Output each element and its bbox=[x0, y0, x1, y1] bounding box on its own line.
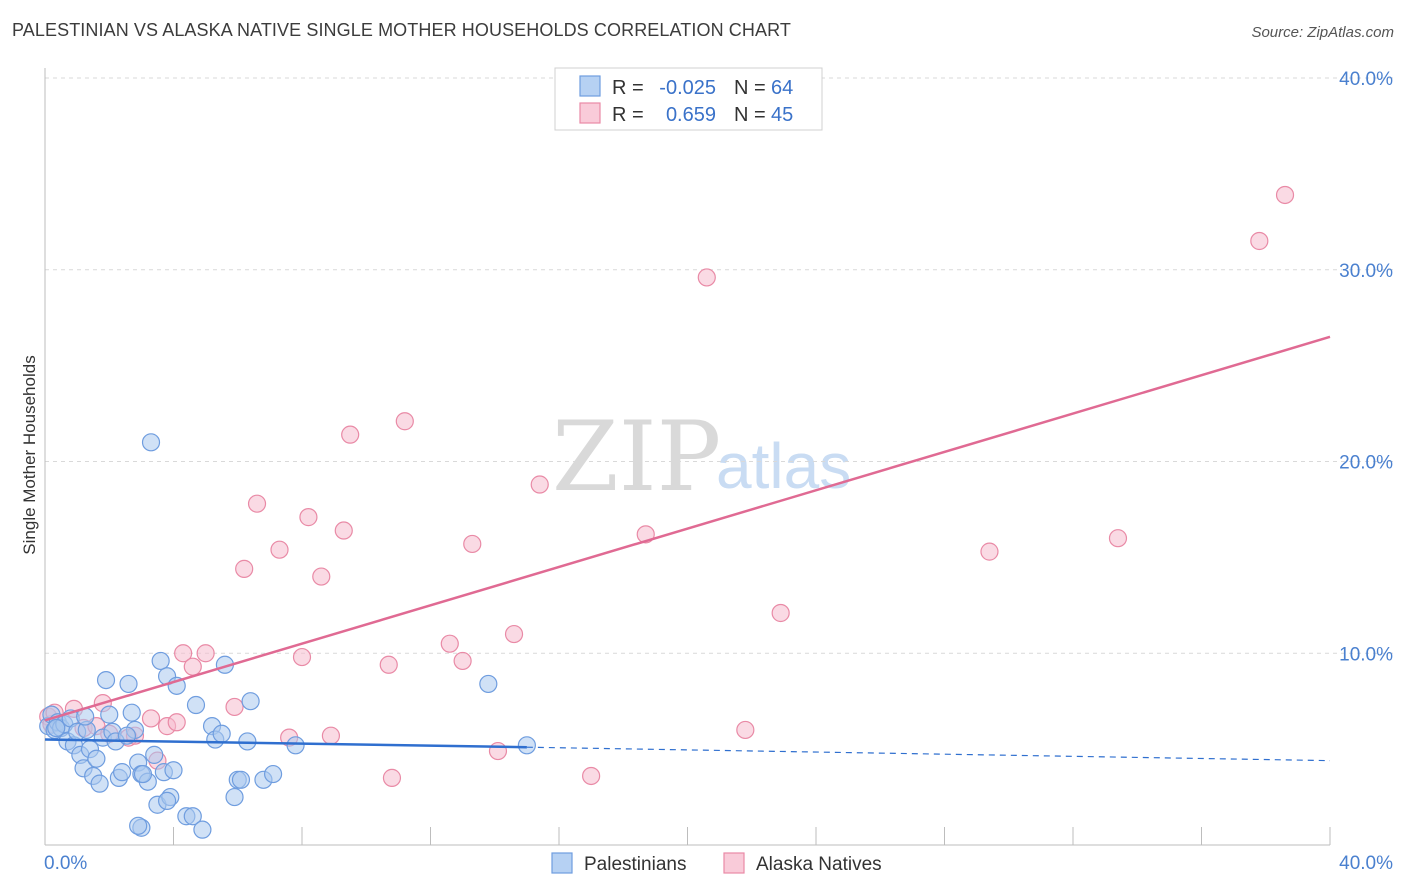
alaska-natives-point bbox=[312, 567, 331, 586]
alaska-natives-point bbox=[395, 412, 414, 431]
alaska-natives-point bbox=[174, 644, 193, 663]
palestinians-point bbox=[263, 764, 283, 784]
alaska-natives-point bbox=[334, 521, 353, 540]
palestinians-point bbox=[90, 774, 109, 793]
alaska-natives-point bbox=[463, 534, 482, 554]
chart-title: PALESTINIAN VS ALASKA NATIVE SINGLE MOTH… bbox=[12, 20, 791, 40]
legend-n-label-2: N = bbox=[734, 104, 766, 126]
legend-r-label-2: R = bbox=[612, 104, 644, 126]
x-tick-label-min: 0.0% bbox=[44, 853, 87, 874]
palestinians-point bbox=[122, 703, 141, 722]
palestinians-trend-line bbox=[44, 738, 527, 749]
palestinians-point bbox=[87, 749, 106, 768]
palestinians-point bbox=[479, 674, 498, 694]
palestinians-point bbox=[145, 745, 164, 764]
source-credit: Source: ZipAtlas.com bbox=[1251, 24, 1394, 41]
alaska-natives-point bbox=[235, 559, 254, 578]
legend-r-label-1: R = bbox=[612, 77, 644, 99]
legend-r-value-1: -0.025 bbox=[659, 77, 716, 99]
palestinians-point bbox=[112, 763, 132, 782]
alaska-natives-point bbox=[980, 542, 999, 561]
alaska-natives-point bbox=[379, 655, 398, 674]
alaska-natives-point bbox=[225, 697, 244, 717]
alaska-natives-point bbox=[736, 720, 755, 740]
alaska-natives-point bbox=[1250, 231, 1269, 251]
palestinians-point bbox=[241, 692, 260, 711]
palestinians-point bbox=[141, 433, 161, 452]
alaska-natives-point bbox=[270, 540, 289, 559]
palestinians-trend-extension bbox=[526, 746, 1331, 762]
y-tick-label: 30.0% bbox=[1339, 261, 1393, 282]
alaska-natives-point bbox=[292, 647, 312, 667]
legend-n-label-1: N = bbox=[734, 77, 766, 99]
palestinians-point bbox=[151, 651, 170, 671]
alaska-natives-point bbox=[488, 741, 508, 761]
legend-n-value-1: 64 bbox=[771, 77, 793, 99]
watermark: ZIP atlas bbox=[552, 401, 851, 513]
palestinians-point bbox=[100, 705, 119, 724]
alaska-natives-point bbox=[504, 624, 524, 644]
legend-n-value-2: 45 bbox=[771, 104, 793, 126]
alaska-natives-point bbox=[582, 766, 601, 786]
alaska-natives-point bbox=[1108, 529, 1128, 548]
y-tick-label: 10.0% bbox=[1339, 644, 1393, 665]
alaska-natives-trend-line bbox=[44, 335, 1331, 722]
alaska-natives-point bbox=[771, 603, 790, 623]
alaska-natives-point bbox=[382, 768, 402, 787]
alaska-natives-point bbox=[453, 651, 472, 671]
alaska-natives-point bbox=[196, 644, 215, 663]
series-label-alaska-natives: Alaska Natives bbox=[756, 854, 882, 875]
legend-r-value-2: 0.659 bbox=[666, 104, 716, 126]
axes bbox=[44, 68, 1331, 846]
y-axis-title: Single Mother Households bbox=[20, 355, 39, 554]
tick-labels: 40.0% 30.0% 20.0% 10.0% 0.0% 40.0% bbox=[44, 69, 1393, 874]
legend-swatch-blue bbox=[579, 75, 601, 97]
y-tick-label: 20.0% bbox=[1339, 453, 1393, 474]
palestinians-point bbox=[225, 787, 244, 807]
palestinians-point bbox=[517, 736, 536, 755]
alaska-natives-point bbox=[321, 726, 341, 745]
alaska-natives-point bbox=[697, 268, 716, 287]
alaska-natives-point bbox=[247, 494, 267, 513]
palestinians-point bbox=[157, 791, 177, 810]
palestinians-point bbox=[129, 816, 148, 835]
alaska-natives-point bbox=[341, 425, 360, 444]
palestinians-point bbox=[212, 724, 231, 743]
alaska-natives-point bbox=[167, 713, 186, 732]
alaska-natives-point bbox=[141, 709, 161, 728]
palestinians-points bbox=[39, 433, 536, 839]
alaska-natives-point bbox=[440, 634, 459, 653]
palestinians-point bbox=[231, 770, 251, 789]
palestinians-point bbox=[164, 761, 183, 780]
alaska-natives-point bbox=[299, 508, 318, 527]
palestinians-point bbox=[186, 695, 206, 715]
trend-lines bbox=[44, 335, 1331, 762]
alaska-natives-point bbox=[183, 657, 202, 676]
y-tick-label: 40.0% bbox=[1339, 69, 1393, 90]
palestinians-point bbox=[133, 764, 153, 784]
watermark-atlas: atlas bbox=[716, 430, 851, 502]
palestinians-point bbox=[119, 674, 138, 694]
series-swatch-alaska-natives bbox=[723, 852, 745, 874]
series-label-palestinians: Palestinians bbox=[584, 854, 686, 875]
x-tick-label-max: 40.0% bbox=[1339, 853, 1393, 874]
watermark-zip: ZIP bbox=[552, 401, 721, 513]
palestinians-point bbox=[96, 670, 116, 690]
alaska-natives-point bbox=[530, 475, 549, 494]
series-swatch-palestinians bbox=[551, 852, 573, 874]
palestinians-point bbox=[183, 807, 202, 826]
correlation-legend: R = -0.025 N = 64 R = 0.659 N = 45 bbox=[554, 67, 823, 131]
palestinians-point bbox=[47, 718, 66, 738]
series-legend: Palestinians Alaska Natives bbox=[551, 852, 882, 875]
palestinians-point bbox=[193, 820, 212, 839]
palestinians-point bbox=[286, 736, 305, 755]
alaska-natives-point bbox=[1275, 185, 1295, 205]
legend-swatch-pink bbox=[579, 102, 601, 124]
